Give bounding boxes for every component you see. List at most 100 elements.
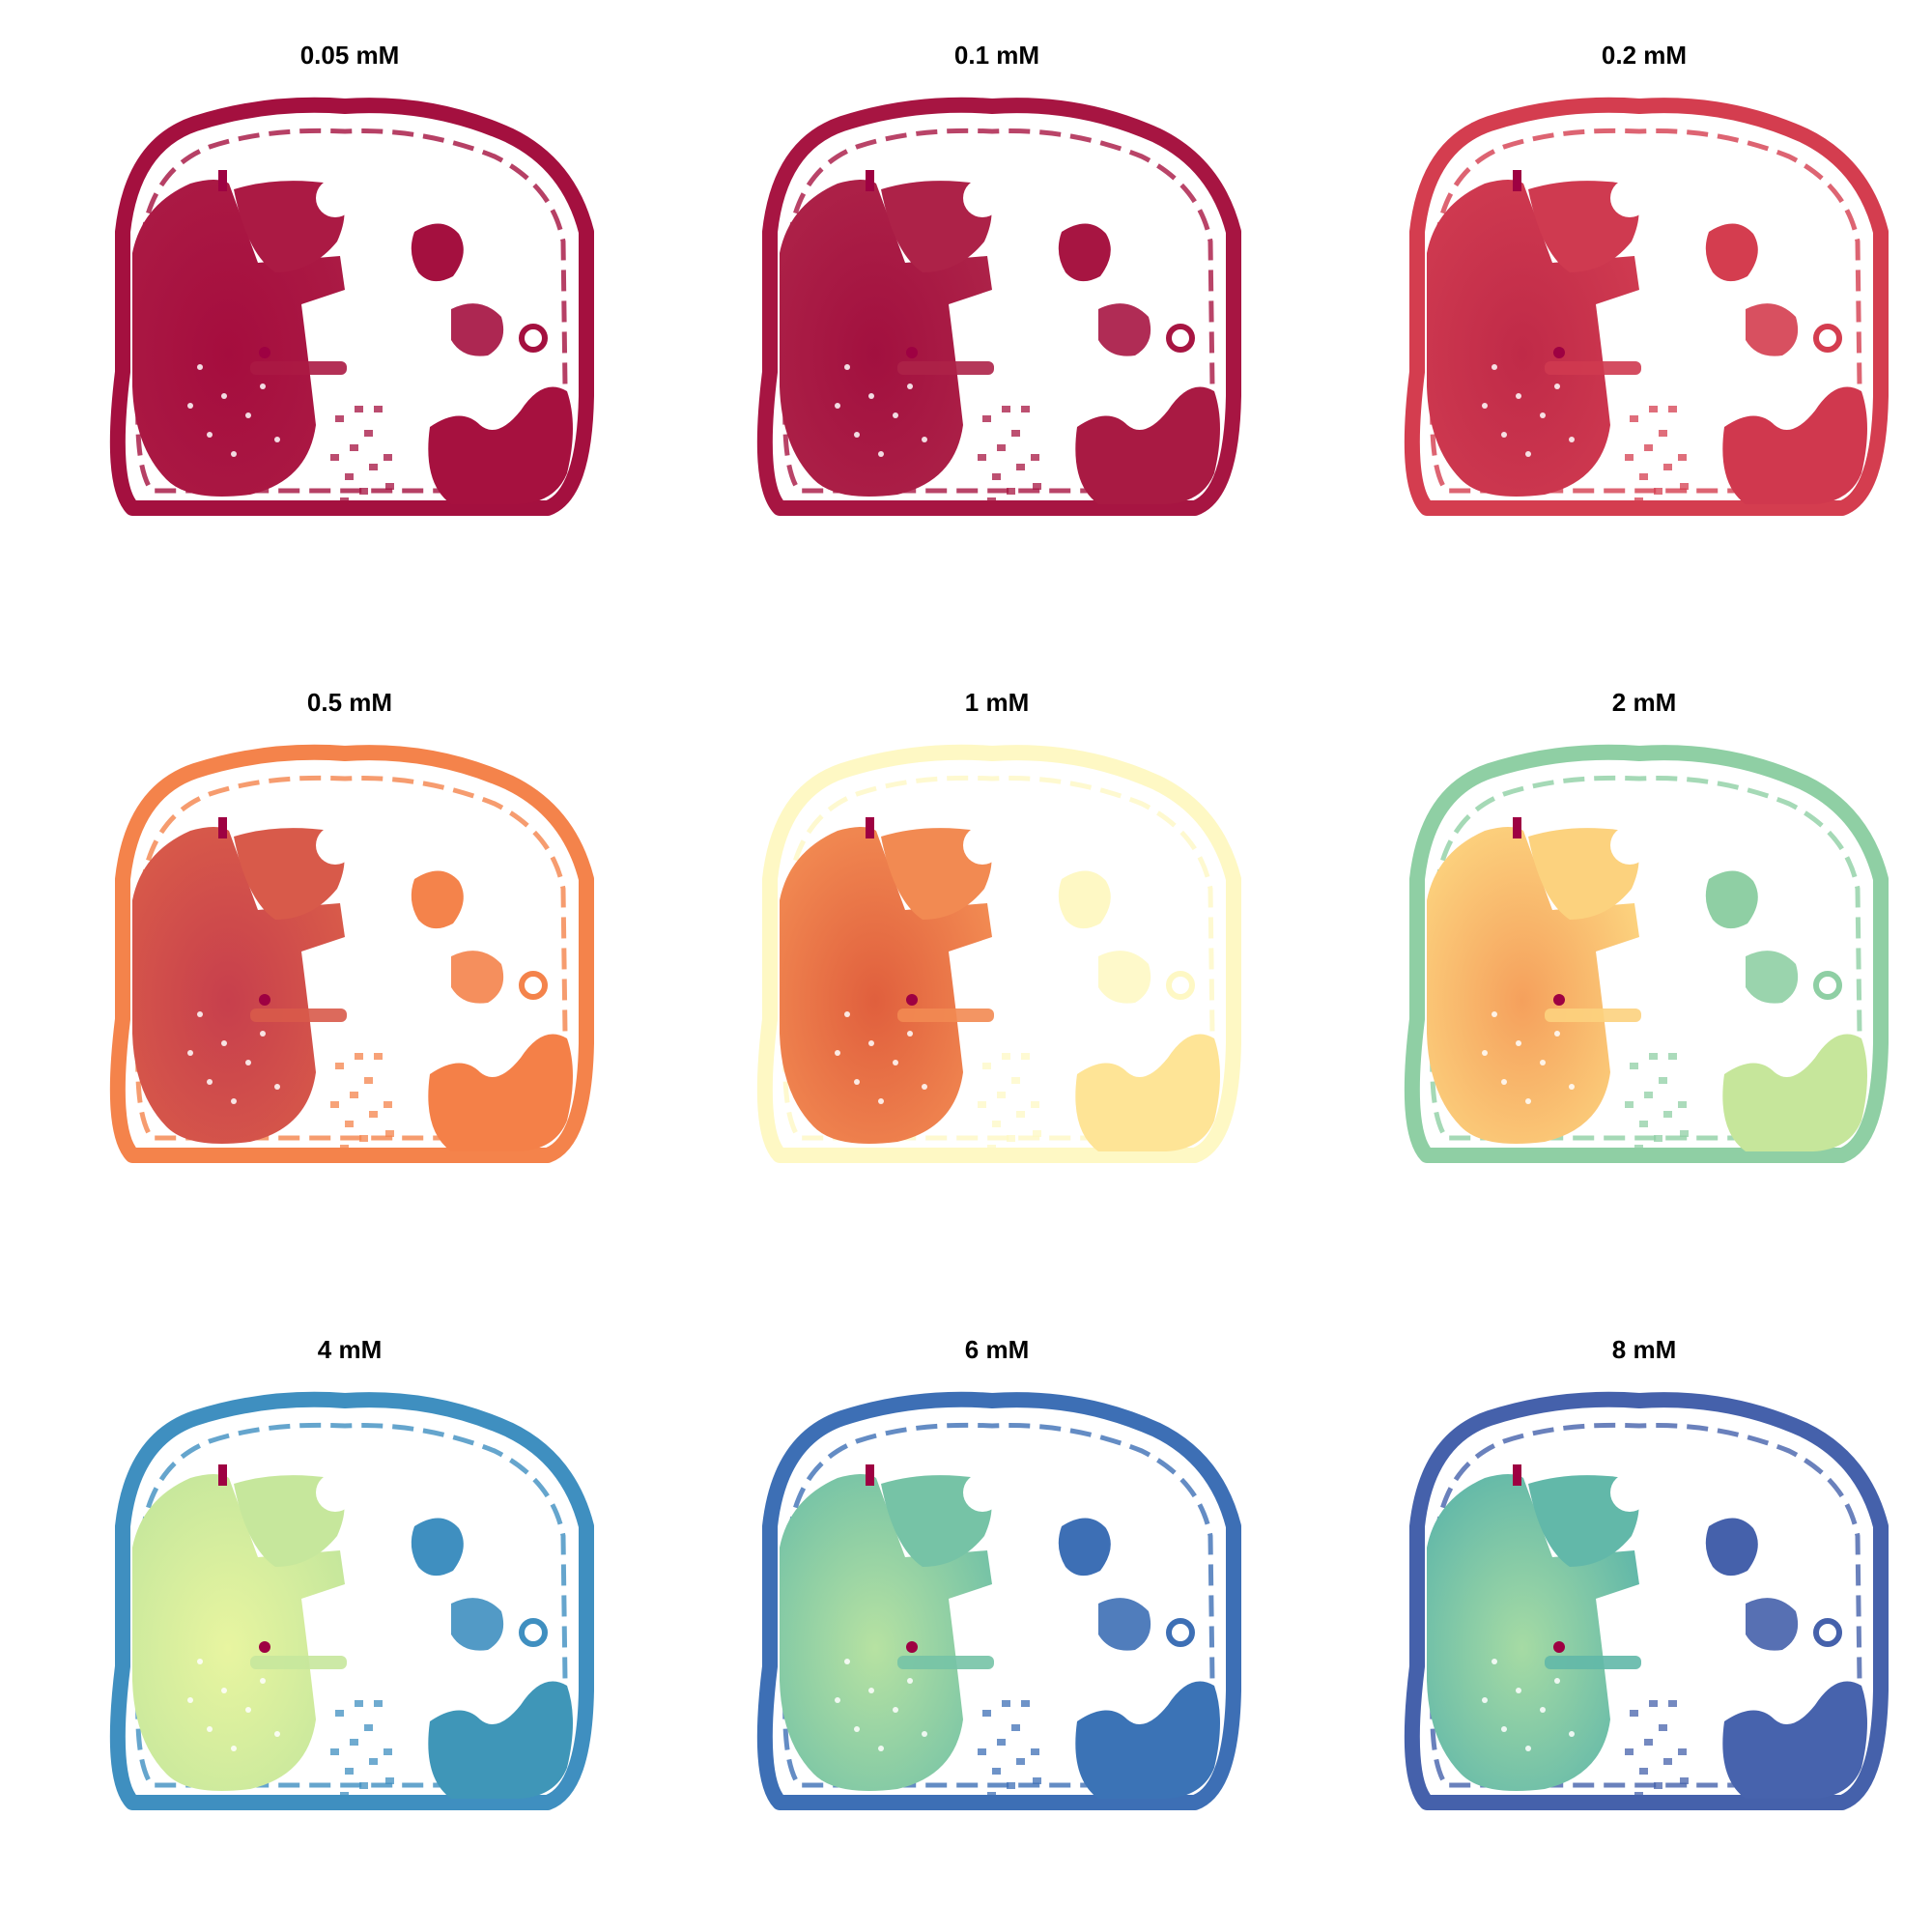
hotspot-marker (906, 994, 918, 1006)
panel-3: 0.2 mM (1321, 0, 1932, 541)
hotspot-marker (259, 994, 270, 1006)
panel-8: 6 mM (673, 1294, 1321, 1835)
organ-ring (519, 971, 548, 1000)
organ-middle-right (451, 1598, 504, 1651)
organ-middle-right (1098, 1598, 1151, 1651)
vessel-bar (1545, 361, 1641, 375)
vessel-bar (897, 1009, 994, 1022)
organ-middle-right (1098, 951, 1151, 1004)
body-inner-ring (135, 1422, 568, 1788)
vessel-bar (1545, 1009, 1641, 1022)
panel-9: 8 mM (1321, 1294, 1932, 1835)
organ-middle-right (451, 303, 504, 356)
liver-region (1427, 180, 1639, 497)
liver-region (1427, 827, 1639, 1144)
vessel-holes (187, 1473, 355, 1751)
body-outline (109, 744, 594, 1163)
organ-middle-right (1746, 303, 1799, 356)
spine-texture (978, 1700, 1041, 1799)
spleen-region (1075, 386, 1220, 504)
hotspot-marker (906, 347, 918, 358)
body-inner-ring (1430, 775, 1862, 1141)
panel-title: 0.2 mM (1601, 41, 1688, 70)
body-outline (1404, 1391, 1889, 1810)
hotspot-marker (866, 1464, 874, 1486)
organ-upper-right (411, 223, 464, 282)
body-inner-ring (782, 775, 1215, 1141)
liver-region (780, 180, 992, 497)
organ-ring (519, 324, 548, 353)
map-image (109, 744, 594, 1163)
hotspot-marker (259, 1641, 270, 1653)
map-image (1404, 744, 1889, 1163)
body-outline (109, 97, 594, 516)
organ-ring (1166, 1618, 1195, 1647)
spleen-region (1075, 1034, 1220, 1151)
body-inner-ring (135, 775, 568, 1141)
spine-texture (1625, 406, 1689, 504)
vessel-holes (1482, 826, 1649, 1104)
liver-region (1427, 1474, 1639, 1791)
liver-region (780, 1474, 992, 1791)
liver-region (132, 1474, 345, 1791)
vessel-holes (187, 826, 355, 1104)
panel-2: 0.1 mM (673, 0, 1321, 541)
body-outline (756, 97, 1241, 516)
vessel-bar (1545, 1656, 1641, 1669)
liver-region (780, 827, 992, 1144)
spine-texture (1625, 1053, 1689, 1151)
panel-5: 1 mM (673, 647, 1321, 1188)
panel-title: 0.1 mM (953, 41, 1040, 70)
body-outline (756, 744, 1241, 1163)
hotspot-marker (906, 1641, 918, 1653)
spleen-region (428, 1681, 573, 1799)
body-outline (1404, 97, 1889, 516)
organ-upper-right (1058, 1518, 1111, 1577)
vessel-bar (250, 1656, 347, 1669)
body-inner-ring (135, 128, 568, 494)
vessel-holes (187, 179, 355, 457)
spleen-region (428, 386, 573, 504)
map-image (1404, 97, 1889, 516)
hotspot-marker (1553, 1641, 1565, 1653)
map-image (756, 744, 1241, 1163)
hotspot-marker (218, 1464, 227, 1486)
spleen-region (1075, 1681, 1220, 1799)
organ-upper-right (1058, 223, 1111, 282)
map-image (109, 1391, 594, 1810)
organ-ring (1166, 971, 1195, 1000)
organ-upper-right (1705, 1518, 1758, 1577)
spine-texture (330, 1700, 394, 1799)
liver-region (132, 827, 345, 1144)
spine-texture (330, 406, 394, 504)
organ-upper-right (411, 1518, 464, 1577)
body-outline (109, 1391, 594, 1810)
panel-7: 4 mM (26, 1294, 673, 1835)
spine-texture (1625, 1700, 1689, 1799)
body-inner-ring (1430, 1422, 1862, 1788)
hotspot-marker (218, 817, 227, 838)
spleen-region (1722, 1034, 1867, 1151)
organ-middle-right (451, 951, 504, 1004)
hotspot-marker (1553, 994, 1565, 1006)
spleen-region (1722, 1681, 1867, 1799)
organ-middle-right (1098, 303, 1151, 356)
spleen-region (1722, 386, 1867, 504)
vessel-holes (1482, 1473, 1649, 1751)
body-inner-ring (782, 1422, 1215, 1788)
map-image (756, 1391, 1241, 1810)
spine-texture (978, 406, 1041, 504)
panel-title: 4 mM (317, 1335, 383, 1364)
vessel-holes (1482, 179, 1649, 457)
hotspot-marker (1513, 817, 1521, 838)
body-inner-ring (782, 128, 1215, 494)
organ-upper-right (411, 870, 464, 929)
organ-upper-right (1705, 223, 1758, 282)
organ-upper-right (1705, 870, 1758, 929)
spine-texture (330, 1053, 394, 1151)
hotspot-marker (218, 170, 227, 191)
body-outline (756, 1391, 1241, 1810)
hotspot-marker (1513, 1464, 1521, 1486)
panel-title: 0.05 mM (299, 41, 400, 70)
vessel-holes (835, 826, 1002, 1104)
